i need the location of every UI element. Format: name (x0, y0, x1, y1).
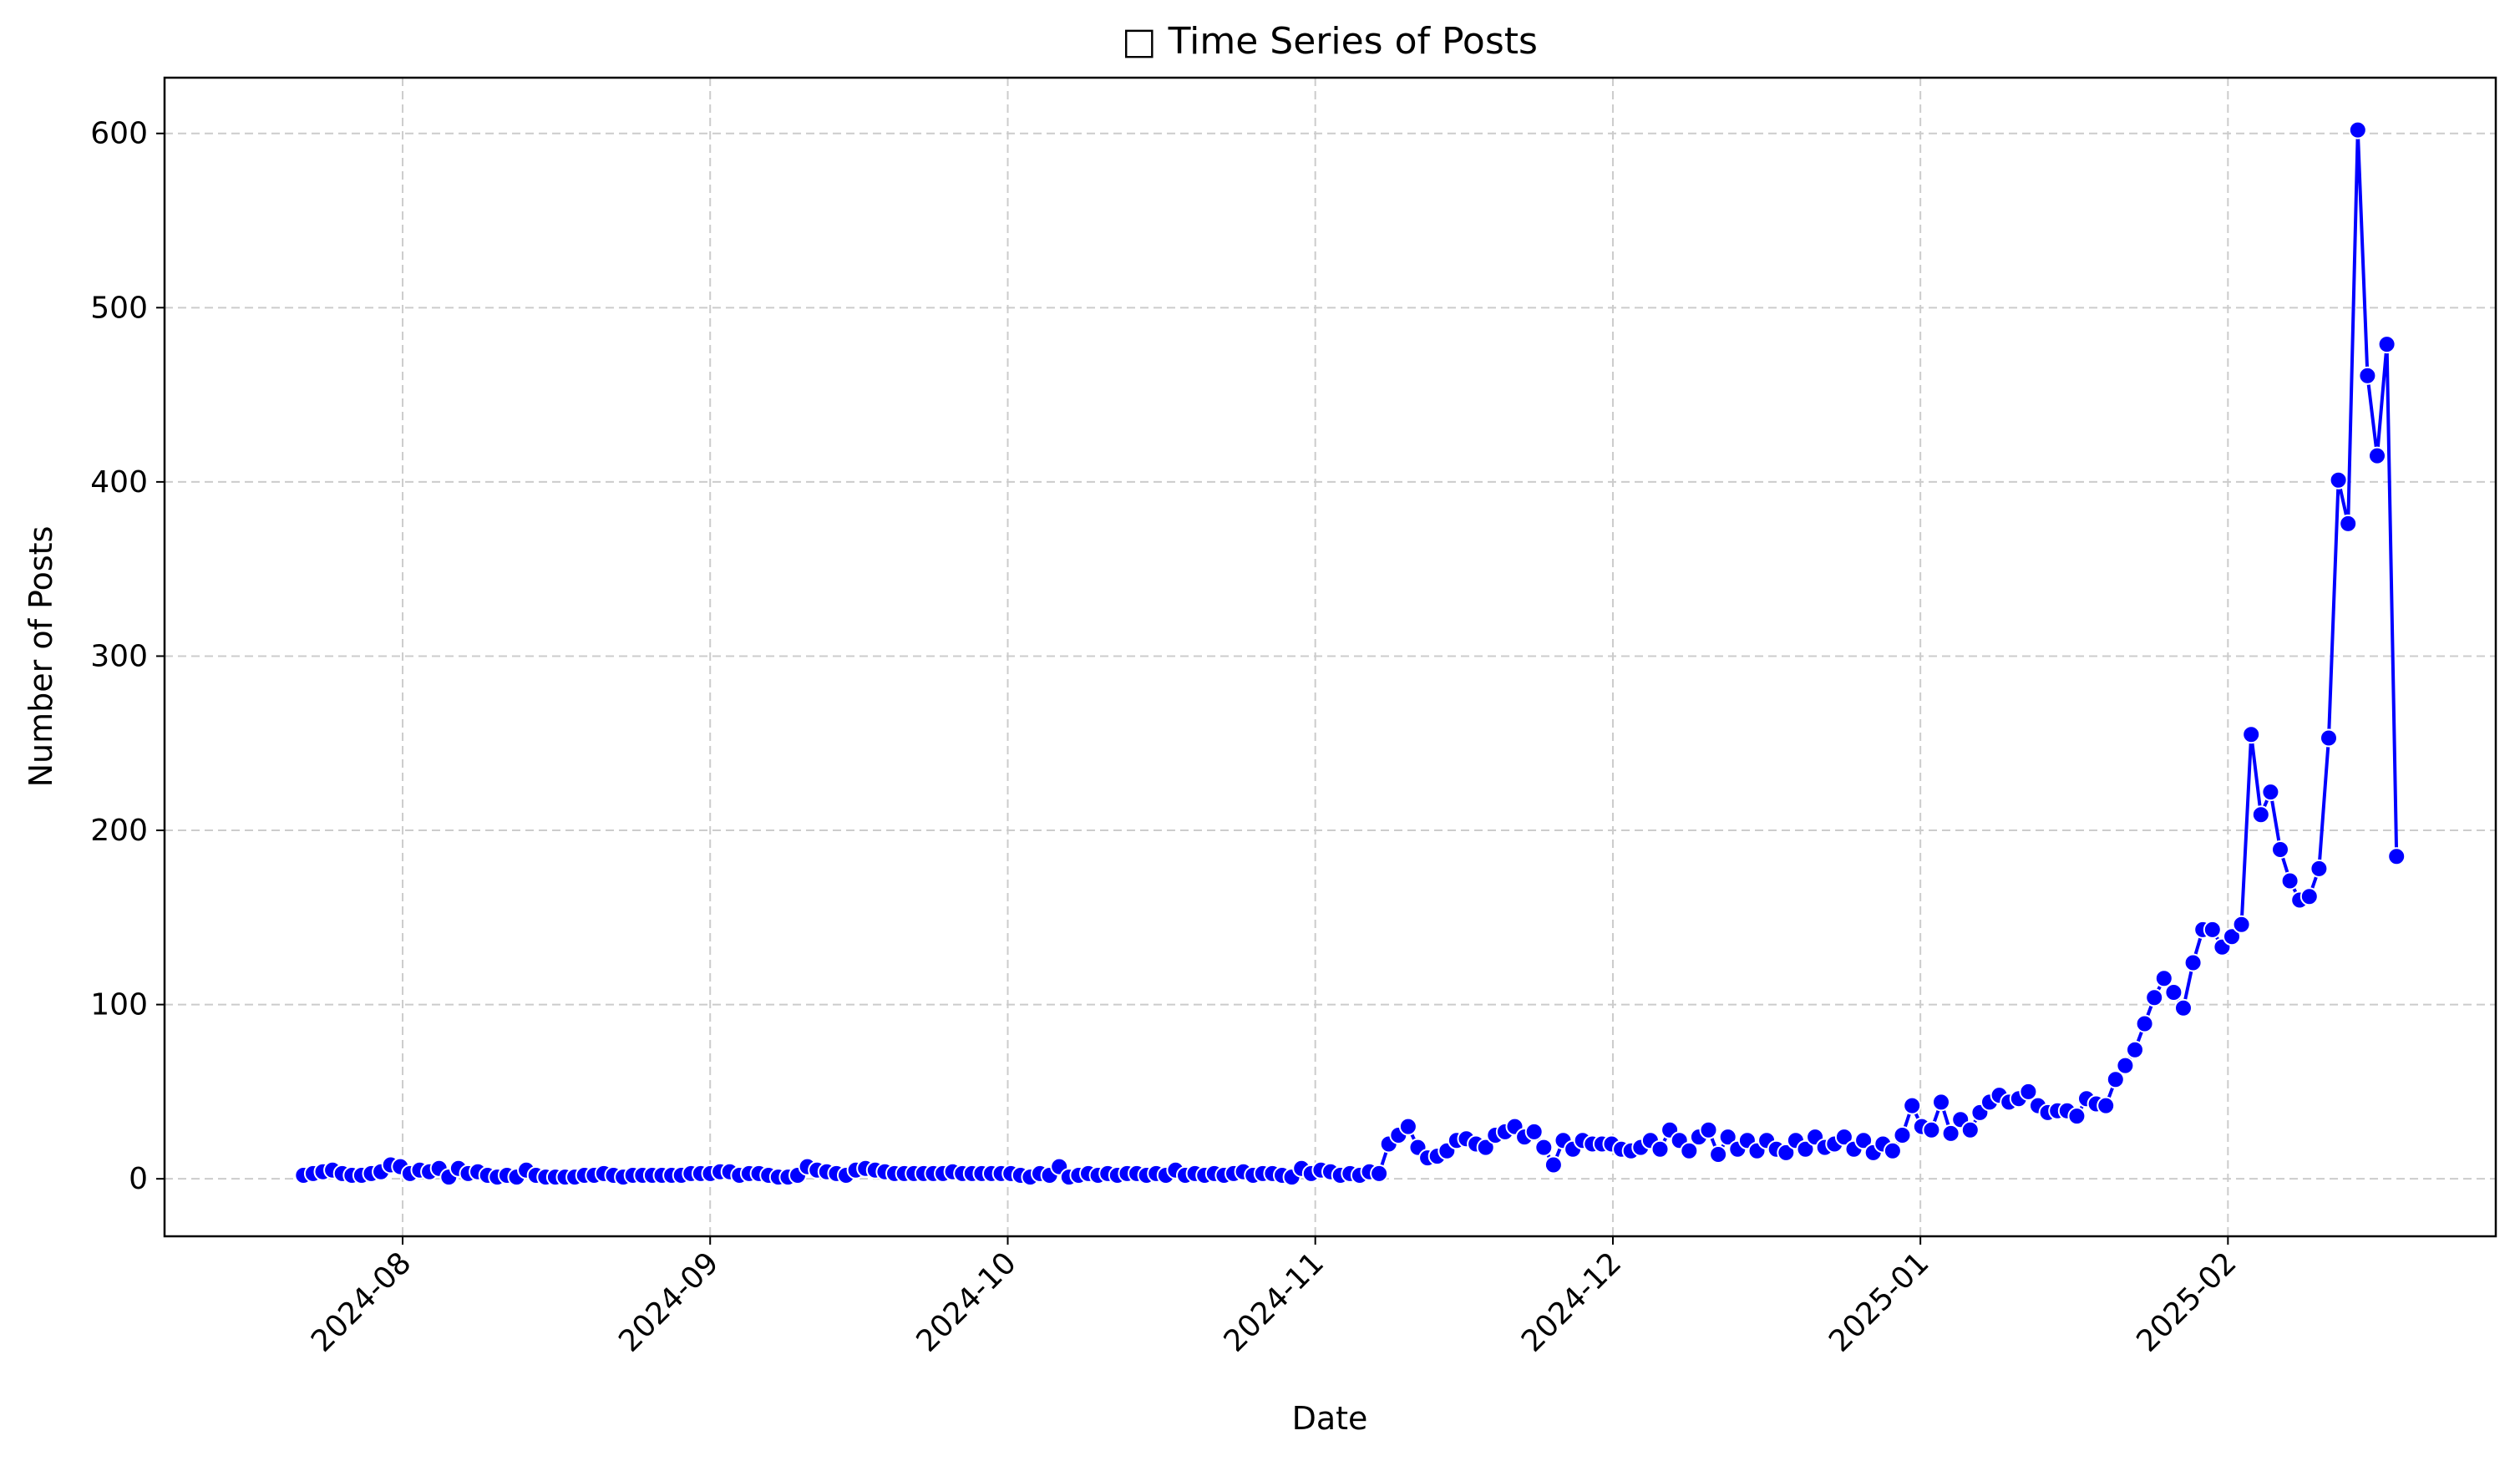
y-tick-label: 500 (90, 291, 148, 325)
data-point (1960, 1120, 1980, 1139)
data-point (2203, 920, 2222, 939)
data-point (2348, 120, 2367, 140)
data-point (2116, 1056, 2135, 1075)
chart-title: □ Time Series of Posts (1122, 20, 1538, 63)
data-point (1544, 1155, 1563, 1174)
data-point (2145, 988, 2164, 1007)
x-tick-label: 2024-09 (612, 1245, 725, 1358)
data-point (2261, 783, 2280, 802)
data-point (2232, 915, 2251, 934)
data-point (2154, 969, 2173, 988)
data-point (2329, 470, 2348, 490)
data-point (2358, 366, 2377, 385)
series-line (302, 128, 2399, 1179)
data-point (1476, 1138, 1495, 1157)
x-tick-label: 2024-11 (1218, 1245, 1331, 1358)
data-point (2299, 887, 2319, 906)
data-point (1699, 1120, 1718, 1139)
data-point (2067, 1107, 2086, 1126)
y-tick-label: 400 (90, 465, 148, 500)
x-tick-label: 2025-01 (1823, 1245, 1935, 1358)
x-tick-label: 2024-10 (910, 1245, 1023, 1358)
data-point (2223, 927, 2241, 946)
y-axis-label: Number of Posts (23, 526, 59, 788)
data-point (1796, 1139, 1815, 1159)
data-point (2126, 1040, 2144, 1059)
data-point (1834, 1128, 1853, 1147)
x-tick-label: 2024-08 (305, 1245, 418, 1358)
data-point (2310, 859, 2329, 878)
y-axis: 0 100 200 300 400 500 600 (90, 117, 165, 1196)
data-point (1893, 1126, 1912, 1144)
y-tick-label: 0 (129, 1162, 148, 1196)
data-point (1534, 1138, 1554, 1157)
x-axis: 2024-08 2024-09 2024-10 2024-11 2024-12 2025-… (305, 1236, 2244, 1359)
data-point (1524, 1122, 1544, 1141)
y-tick-label: 100 (90, 988, 148, 1022)
data-point (2339, 514, 2358, 533)
data-point (2183, 953, 2203, 972)
y-tick-label: 300 (90, 639, 148, 673)
series-posts (294, 120, 2406, 1187)
data-point (1718, 1128, 1737, 1147)
data-point (2271, 840, 2289, 859)
data-point (1709, 1145, 1728, 1164)
data-point (2387, 847, 2406, 866)
data-point (2097, 1096, 2116, 1115)
data-point (2106, 1070, 2125, 1089)
data-point (2135, 1014, 2154, 1033)
data-point (1903, 1096, 1922, 1115)
data-point (2280, 871, 2299, 890)
data-point (2242, 725, 2261, 744)
data-point (2164, 983, 2183, 1002)
data-point (2174, 998, 2193, 1017)
plot-frame (163, 76, 2497, 1238)
data-point (2251, 805, 2270, 824)
data-point (1777, 1143, 1796, 1162)
gridlines (165, 78, 2496, 1236)
data-point (2320, 728, 2338, 748)
x-axis-label: Date (1292, 1400, 1368, 1437)
data-point (2368, 446, 2386, 465)
data-point (2377, 335, 2396, 354)
x-tick-label: 2025-02 (2130, 1245, 2243, 1358)
data-point (1922, 1120, 1941, 1139)
data-point (1932, 1093, 1950, 1112)
y-tick-label: 200 (90, 814, 148, 848)
data-point (1854, 1131, 1874, 1150)
data-point (1398, 1117, 1417, 1136)
data-point (1370, 1164, 1389, 1183)
data-point (1941, 1124, 1960, 1143)
data-point (1650, 1139, 1670, 1159)
data-point (2019, 1082, 2038, 1101)
y-tick-label: 600 (90, 117, 148, 151)
data-point (1680, 1141, 1699, 1160)
data-point (1883, 1141, 1902, 1160)
x-tick-label: 2024-12 (1515, 1245, 1628, 1358)
